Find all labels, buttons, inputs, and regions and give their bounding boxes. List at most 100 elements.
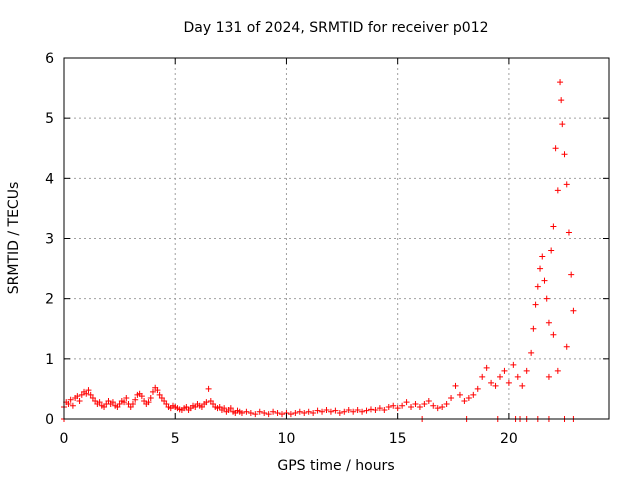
data-point [528, 349, 535, 356]
y-axis-label: SRMTID / TECUs [6, 182, 22, 295]
data-point [543, 295, 550, 302]
data-point [570, 307, 577, 314]
data-point [74, 393, 81, 400]
data-point [465, 394, 472, 401]
data-point [65, 400, 72, 407]
y-tick-label: 3 [45, 232, 54, 248]
data-point [385, 403, 392, 410]
data-point [149, 388, 156, 395]
data-point [425, 397, 432, 404]
data-point [274, 409, 281, 416]
data-point [87, 391, 94, 398]
data-point [350, 408, 357, 415]
y-tick-label: 0 [45, 412, 54, 428]
data-point [421, 400, 428, 407]
data-point [430, 402, 437, 409]
grid [64, 58, 609, 419]
data-point [261, 409, 268, 416]
x-tick-label: 10 [278, 431, 296, 447]
data-point [456, 391, 463, 398]
data-point [116, 400, 123, 407]
data-points [61, 79, 577, 422]
y-tick-label: 1 [45, 352, 54, 368]
data-point [83, 390, 90, 397]
data-point [550, 331, 557, 338]
data-point [287, 411, 294, 418]
data-point [221, 405, 228, 412]
data-point [452, 382, 459, 389]
data-point [89, 394, 96, 401]
data-point [109, 399, 116, 406]
data-point [563, 343, 570, 350]
data-point [163, 400, 170, 407]
data-point [247, 409, 254, 416]
data-point [561, 151, 568, 158]
data-point [488, 379, 495, 386]
data-point [192, 403, 199, 410]
data-point [305, 408, 312, 415]
data-point [390, 402, 397, 409]
data-point [434, 405, 441, 412]
data-point [319, 408, 326, 415]
data-point [336, 409, 343, 416]
data-point [114, 403, 121, 410]
data-point [530, 325, 537, 332]
data-point [554, 187, 561, 194]
data-point [483, 364, 490, 371]
data-point [203, 399, 210, 406]
axis-ticks: 0 5 10 15 20 0 1 2 3 4 5 6 [45, 51, 609, 447]
data-point [492, 382, 499, 389]
data-point [292, 409, 299, 416]
data-point [216, 403, 223, 410]
data-point [121, 399, 128, 406]
data-point [105, 397, 112, 404]
data-point [408, 403, 415, 410]
data-point [243, 408, 250, 415]
data-point [76, 397, 83, 404]
data-point [123, 394, 130, 401]
data-point [101, 403, 108, 410]
data-point [539, 253, 546, 260]
data-point [565, 229, 572, 236]
data-point [568, 271, 575, 278]
x-tick-label: 0 [60, 431, 69, 447]
data-point [210, 400, 217, 407]
data-point [314, 407, 321, 414]
data-point [227, 405, 234, 412]
data-point [514, 373, 521, 380]
data-point [161, 397, 168, 404]
data-point [129, 400, 136, 407]
data-point [354, 406, 361, 413]
chart-title: Day 131 of 2024, SRMTID for receiver p01… [183, 20, 488, 36]
data-point [545, 319, 552, 326]
data-point [323, 406, 330, 413]
data-point [127, 403, 134, 410]
data-point [141, 397, 148, 404]
data-point [132, 396, 139, 403]
data-point [256, 408, 263, 415]
data-point [545, 373, 552, 380]
data-point [461, 397, 468, 404]
data-point [541, 277, 548, 284]
x-tick-label: 15 [389, 431, 407, 447]
data-point [69, 402, 76, 409]
data-point [205, 385, 212, 392]
data-point [416, 403, 423, 410]
data-point [548, 247, 555, 254]
data-point [554, 367, 561, 374]
data-point [558, 97, 565, 104]
data-point [439, 403, 446, 410]
data-point [532, 301, 539, 308]
data-point [501, 367, 508, 374]
data-point [448, 394, 455, 401]
data-point [559, 121, 566, 128]
data-point [147, 394, 154, 401]
data-point [519, 382, 526, 389]
y-tick-label: 5 [45, 111, 54, 127]
data-point [523, 367, 530, 374]
data-point [85, 387, 92, 394]
data-point [341, 408, 348, 415]
data-point [403, 399, 410, 406]
data-point [534, 283, 541, 290]
